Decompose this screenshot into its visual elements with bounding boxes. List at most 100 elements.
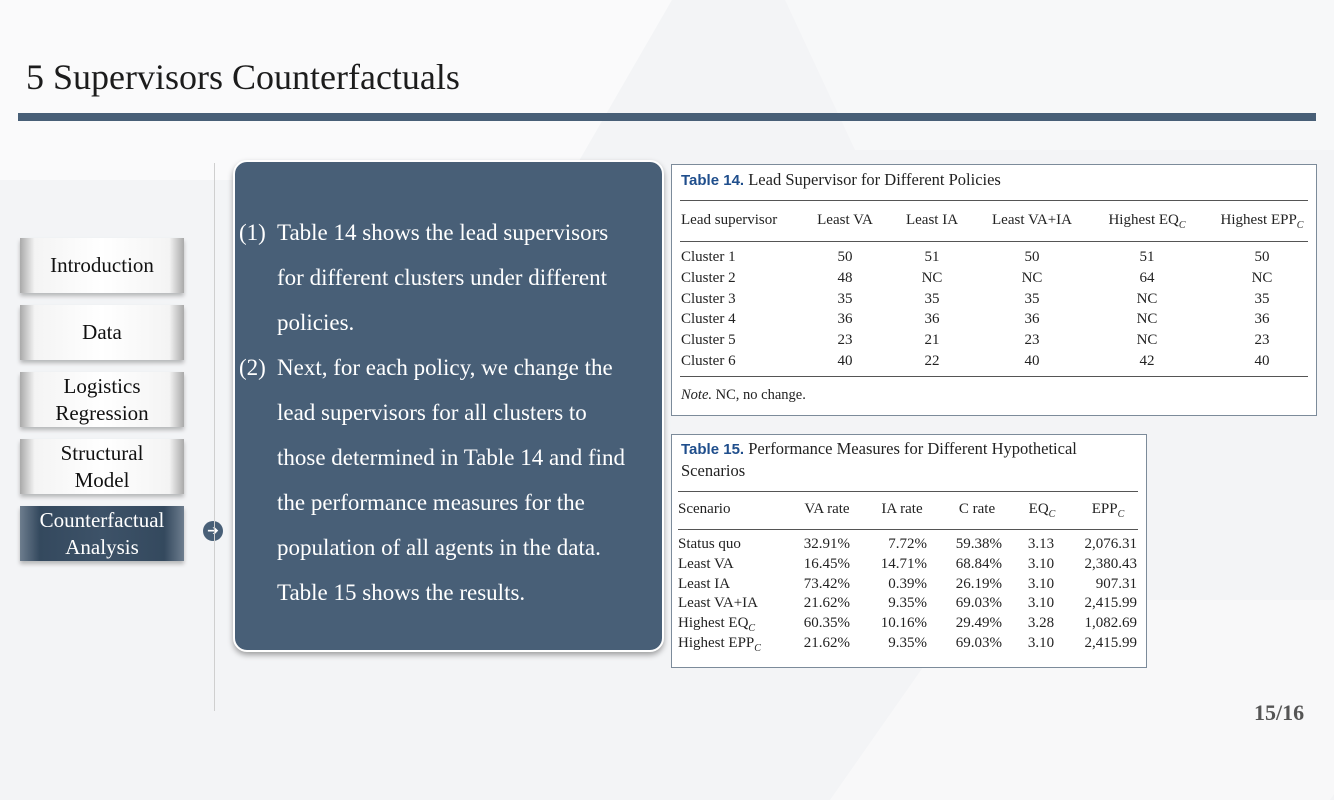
table-header-cell: VA rate [804,501,850,517]
table-cell: 32.91% [803,536,850,552]
table-cell: 23 [1254,332,1270,349]
table-note: Note. NC, no change. [681,387,806,404]
table-cell: 9.35% [888,635,927,651]
table-cell: NC [1136,311,1158,328]
table-note-label: Note. [681,387,713,403]
table-cell: 69.03% [955,635,1002,651]
table-label: Table 14. [681,172,745,189]
nav-item-counterfactual-analysis[interactable]: Counterfactual Analysis [20,506,184,561]
table-cell: NC [921,269,943,286]
bullet-point: (1) Table 14 shows the lead supervisors … [239,210,659,345]
table-cell: 23 [837,332,853,349]
table-cell: 2,415.99 [1084,635,1138,651]
table-header-cell: Highest EPPC [1220,212,1304,231]
nav-item-label: Introduction [50,253,154,277]
table-cell: 21 [924,332,940,349]
table-header-cell: Least VA [817,212,873,228]
table-cell: Least VA+IA [678,595,758,612]
table-cell: 35 [1024,290,1040,307]
table-cell: 3.10 [1027,555,1055,572]
table-caption-text: Scenarios [681,461,746,480]
table-rule [680,376,1308,377]
table-cell: 68.84% [955,555,1002,572]
vertical-divider [214,163,215,711]
circle-arrow-right-icon: ➔ [203,521,223,541]
table-cell: 40 [837,353,853,369]
table-header-cell: Highest EQC [1108,212,1186,231]
table-cell: 21.62% [803,635,850,651]
table-cell: 51 [924,249,940,265]
table-cell: 35 [924,290,940,307]
table-cell: 50 [1254,249,1270,265]
table-cell: Cluster 4 [681,311,736,328]
nav-item-logistics-regression[interactable]: Logistics Regression [20,372,184,427]
table-cell: 3.10 [1027,575,1055,592]
table-cell: 21.62% [803,595,850,612]
table-header-cell: C rate [958,501,996,517]
table-cell: 907.31 [1095,575,1137,592]
table-cell: 26.19% [955,575,1002,592]
bullet-line: for different clusters under different [277,265,607,290]
table-header-cell: Lead supervisor [681,212,778,228]
table-cell: NC [1251,269,1273,286]
bullet-line: those determined in Table 14 and find [277,445,625,470]
table-cell: 3.28 [1027,615,1055,632]
table-caption-text: Performance Measures for Different Hypot… [748,439,1077,458]
table-cell: 36 [1254,311,1270,328]
nav-item-label: Counterfactual Analysis [39,507,165,559]
table-header-cell: Scenario [678,501,731,517]
nav-item-structural-model[interactable]: Structural Model [20,439,184,494]
table-header-cell: Least IA [905,212,959,228]
nav-item-introduction[interactable]: Introduction [20,238,184,293]
table-cell: NC [1136,332,1158,349]
table-cell: Status quo [678,536,741,552]
table-cell: 50 [1024,249,1040,265]
table-cell: 2,076.31 [1084,536,1138,552]
table-cell: Least VA [678,555,734,572]
table-cell: 59.38% [955,536,1002,552]
table-header-cell: IA rate [881,501,923,517]
bullet-line: lead supervisors for all clusters to [277,400,587,425]
table-cell: 48 [837,269,853,286]
table-cell: 3.10 [1027,595,1055,612]
table-cell: 29.49% [955,615,1002,632]
bullet-number: (2) [239,355,266,380]
table-cell: 51 [1139,249,1155,265]
bullet-number: (1) [239,220,266,245]
table-cell: NC [1021,269,1043,286]
table-header-cell: Least VA+IA [992,212,1072,228]
table-rule [678,529,1138,530]
table-cell: 42 [1139,353,1155,369]
table-cell: 10.16% [880,615,927,632]
table-cell: 3.13 [1027,536,1055,552]
content-text-box: (1) Table 14 shows the lead supervisors … [233,160,664,652]
table-cell: 3.10 [1027,635,1055,651]
bullet-line: population of all agents in the data. [277,535,601,560]
table-rule [678,491,1138,492]
table-cell: 1,082.69 [1084,615,1138,632]
table-cell: 2,415.99 [1084,595,1138,612]
table-cell: 36 [1024,311,1040,328]
table-cell: 22 [924,353,940,369]
table-cell: 40 [1254,353,1270,369]
table-cell: 16.45% [803,555,850,572]
bullet-line: Next, for each policy, we change the [277,355,613,380]
nav-item-label: Logistics Regression [55,373,149,425]
table-cell: 64 [1139,269,1155,286]
nav-item-label: Data [82,320,122,344]
background-shape [785,0,1334,150]
table-cell: Cluster 1 [681,249,736,265]
table-header-cell: EPPC [1091,501,1125,520]
table-cell: 14.71% [880,555,927,572]
table-cell: 60.35% [803,615,850,632]
table-note-text: NC, no change. [715,387,806,403]
table-14: Table 14. Lead Supervisor for Different … [671,164,1317,416]
table-15: Table 15. Performance Measures for Diffe… [671,434,1147,668]
nav-item-data[interactable]: Data [20,305,184,360]
table-cell: 2,380.43 [1084,555,1138,572]
table-cell: 23 [1024,332,1040,349]
page-number: 15/16 [1254,700,1305,725]
page-title: 5 Supervisors Counterfactuals [26,57,460,97]
table-cell: NC [1136,290,1158,307]
table-cell: 0.39% [888,575,927,592]
